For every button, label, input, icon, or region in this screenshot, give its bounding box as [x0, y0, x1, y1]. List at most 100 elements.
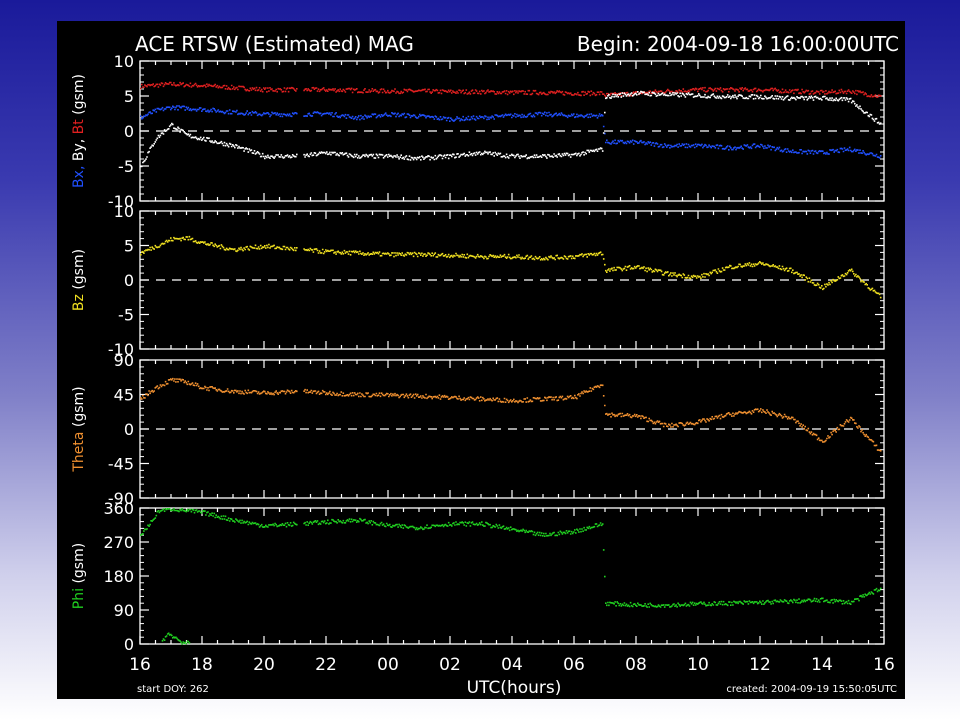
series-points — [140, 524, 150, 536]
series-points — [605, 91, 637, 98]
series-points — [155, 378, 172, 390]
series-points — [326, 87, 358, 94]
x-tick-label: 16 — [129, 655, 151, 675]
series-points — [543, 152, 575, 159]
series-points — [667, 421, 699, 428]
series-points — [601, 523, 606, 578]
series-points — [140, 387, 157, 400]
series-points — [388, 88, 420, 95]
series-points — [791, 416, 823, 442]
x-tick-label: 08 — [625, 655, 647, 675]
y-axis-label-part: (gsm) — [71, 74, 87, 115]
series-points — [388, 523, 420, 531]
series-points — [419, 88, 451, 95]
series-points — [729, 143, 761, 151]
y-axis-label: Bx, By, Bt (gsm) — [71, 74, 87, 188]
series-points — [605, 139, 637, 145]
series-points — [512, 89, 544, 96]
series-points — [791, 597, 823, 604]
x-tick-label: 20 — [253, 655, 275, 675]
series-points — [574, 113, 603, 119]
y-axis-label-part: Bt — [71, 115, 87, 135]
series-points — [388, 112, 420, 119]
series-points — [186, 380, 203, 390]
y-tick-label: -5 — [118, 306, 134, 325]
series-points — [791, 95, 823, 101]
y-tick-label: 180 — [103, 567, 134, 586]
y-axis-label-part: Phi — [71, 584, 87, 610]
x-tick-label: 18 — [191, 655, 213, 675]
series-points — [481, 396, 513, 404]
x-tick-label: 12 — [749, 655, 771, 675]
series-points — [760, 408, 792, 420]
series-points — [140, 141, 157, 168]
series-points — [512, 111, 544, 119]
series-points — [202, 385, 234, 394]
series-points — [849, 587, 882, 605]
series-points — [303, 247, 327, 255]
series-points — [171, 236, 188, 242]
series-points — [171, 105, 203, 112]
series-points — [729, 94, 761, 100]
series-points — [574, 522, 603, 534]
series-points — [186, 133, 203, 141]
y-tick-label: 90 — [114, 601, 134, 620]
y-tick-label: 10 — [114, 52, 134, 71]
x-tick-label: 10 — [687, 655, 709, 675]
series-points — [822, 419, 851, 443]
series-points — [357, 250, 389, 257]
x-tick-label: 16 — [873, 655, 895, 675]
begin-label: Begin: 2004-09-18 16:00:00UTC — [577, 32, 899, 56]
series-points — [574, 384, 603, 400]
series-points — [303, 111, 327, 117]
series-points — [450, 151, 482, 159]
series-points — [849, 97, 882, 125]
series-points — [636, 89, 668, 96]
series-points — [760, 94, 792, 101]
series-points — [357, 517, 389, 528]
series-points — [186, 235, 203, 244]
series-points — [419, 113, 451, 122]
ace-mag-chart: ACE RTSW (Estimated) MAG Begin: 2004-09-… — [71, 32, 899, 698]
series-points — [140, 81, 172, 90]
series-points — [512, 528, 544, 537]
series-points — [512, 153, 544, 160]
series-points — [849, 268, 882, 299]
series-points — [605, 92, 637, 100]
y-tick-label: 5 — [124, 237, 134, 256]
series-points — [264, 243, 298, 252]
series-points — [605, 412, 637, 419]
y-tick-label: 45 — [114, 386, 134, 405]
series-points — [543, 111, 575, 119]
series-points — [636, 414, 668, 428]
x-tick-label: 06 — [563, 655, 585, 675]
series-points — [149, 510, 160, 526]
series-points — [636, 139, 668, 149]
series-points — [264, 389, 298, 396]
series-points — [574, 251, 603, 260]
series-points — [450, 395, 482, 402]
series-points — [481, 89, 513, 96]
series-points — [574, 147, 603, 157]
series-points — [388, 392, 420, 399]
series-points — [233, 389, 265, 395]
plot-frame: ACE RTSW (Estimated) MAG Begin: 2004-09-… — [57, 21, 905, 699]
y-tick-label: 10 — [114, 202, 134, 221]
y-axis-label-part: (gsm) — [71, 386, 87, 427]
series-points — [729, 408, 761, 417]
series-points — [264, 521, 298, 528]
series-points — [450, 252, 482, 259]
series-points — [512, 397, 544, 404]
y-axis-label: Theta (gsm) — [71, 386, 87, 472]
series-points — [303, 86, 327, 93]
y-tick-label: 0 — [124, 271, 134, 290]
series-points — [601, 384, 606, 407]
series-points — [450, 89, 482, 95]
series-points — [419, 521, 451, 531]
series-points — [822, 597, 851, 605]
series-points — [419, 393, 451, 400]
series-points — [303, 151, 327, 158]
series-points — [636, 265, 668, 276]
series-points — [171, 508, 203, 514]
series-points — [357, 392, 389, 398]
